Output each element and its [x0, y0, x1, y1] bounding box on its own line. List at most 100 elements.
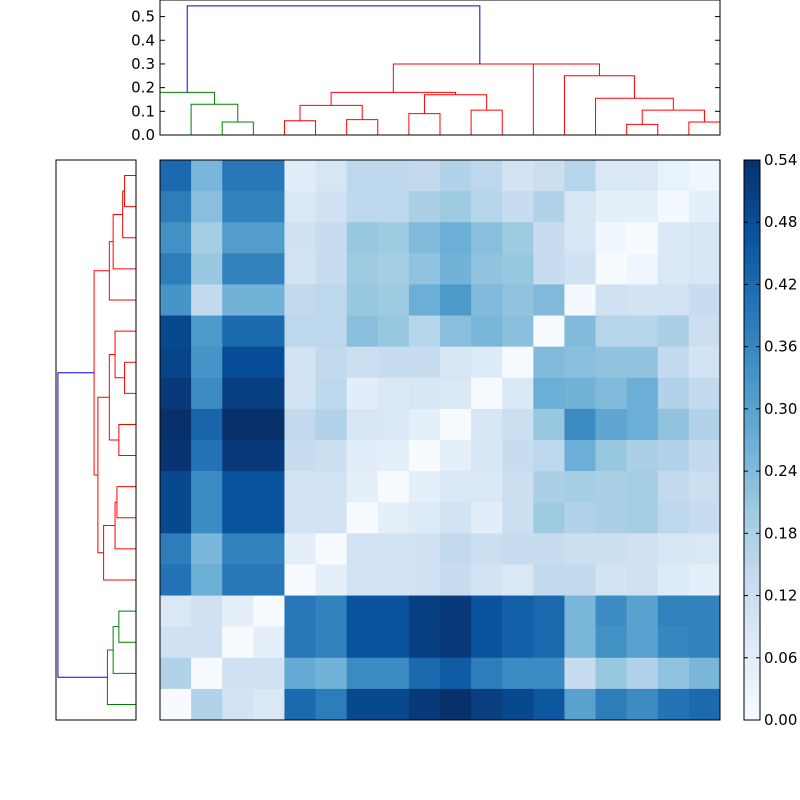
- colorbar-tick-label: 0.54: [764, 151, 797, 169]
- colorbar-segment: [744, 171, 760, 175]
- heatmap-cell: [626, 564, 659, 597]
- heatmap-cell: [502, 253, 534, 285]
- colorbar-segment: [744, 596, 760, 601]
- colorbar-segment: [744, 423, 760, 427]
- heatmap-cell: [657, 191, 690, 223]
- colorbar-segment: [744, 235, 760, 239]
- heatmap-cell: [222, 191, 254, 223]
- heatmap-cell: [657, 626, 690, 659]
- colorbar-segment: [744, 700, 760, 704]
- colorbar-segment: [744, 286, 760, 290]
- heatmap-cell: [222, 346, 254, 379]
- heatmap-cell: [222, 377, 254, 410]
- colorbar-segment: [744, 314, 760, 318]
- heatmap-cell: [657, 595, 690, 628]
- heatmap-cell: [502, 626, 534, 659]
- colorbar-segment: [744, 482, 760, 486]
- heatmap-cell: [626, 626, 659, 659]
- heatmap-cell: [284, 688, 317, 721]
- heatmap-cell: [533, 533, 565, 565]
- heatmap-cell: [315, 595, 348, 628]
- heatmap-cell: [253, 471, 285, 503]
- heatmap-cell: [315, 657, 348, 690]
- colorbar-segment: [744, 353, 760, 357]
- heatmap-cell: [440, 533, 472, 565]
- colorbar-segment: [744, 680, 760, 685]
- colorbar-segment: [744, 162, 760, 167]
- heatmap-cell: [502, 502, 534, 534]
- top-dendrogram-ytick-label: 0.2: [131, 79, 155, 97]
- heatmap-cell: [377, 408, 410, 441]
- heatmap-cell: [222, 440, 254, 472]
- heatmap-cell: [502, 315, 534, 348]
- heatmap-cell: [284, 408, 317, 441]
- heatmap-cell: [377, 191, 410, 223]
- heatmap-cell: [595, 657, 628, 690]
- heatmap-cell: [688, 160, 721, 192]
- colorbar-segment: [744, 568, 760, 573]
- heatmap-cell: [626, 191, 659, 223]
- colorbar-segment: [744, 599, 760, 603]
- heatmap-cell: [626, 253, 659, 285]
- heatmap-cell: [160, 408, 192, 441]
- heatmap-cell: [253, 657, 285, 690]
- heatmap-cell: [346, 284, 379, 317]
- colorbar-segment: [744, 661, 760, 665]
- heatmap-cell: [377, 688, 410, 721]
- colorbar-segment: [744, 342, 760, 346]
- colorbar-segment: [744, 529, 760, 533]
- heatmap-cell: [377, 222, 410, 254]
- heatmap-cell: [346, 160, 379, 192]
- heatmap-cell: [377, 502, 410, 534]
- colorbar-segment: [744, 664, 760, 668]
- colorbar-segment: [744, 255, 760, 259]
- heatmap-cell: [533, 284, 565, 317]
- heatmap-cell: [626, 284, 659, 317]
- colorbar-segment: [744, 526, 760, 531]
- left-dendrogram-frame: [55, 159, 137, 721]
- heatmap-cell: [222, 626, 254, 659]
- colorbar-segment: [744, 647, 760, 651]
- top-dendrogram-ytick-label: 0.1: [131, 102, 155, 120]
- heatmap-cell: [160, 377, 192, 410]
- colorbar-segment: [744, 552, 760, 556]
- colorbar-segment: [744, 624, 760, 629]
- colorbar-segment: [744, 512, 760, 517]
- heatmap-cell: [346, 440, 379, 472]
- colorbar-segment: [744, 403, 760, 407]
- heatmap-cell: [377, 440, 410, 472]
- heatmap-cell: [284, 253, 317, 285]
- heatmap-cell: [595, 408, 628, 441]
- heatmap-cell: [502, 688, 534, 721]
- heatmap-cell: [533, 502, 565, 534]
- heatmap-cell: [595, 564, 628, 597]
- heatmap-cell: [160, 502, 192, 534]
- heatmap-cell: [502, 346, 534, 379]
- heatmap-cell: [315, 315, 348, 348]
- heatmap-cell: [595, 688, 628, 721]
- colorbar-segment: [744, 381, 760, 385]
- heatmap-cell: [440, 657, 472, 690]
- colorbar-segment: [744, 524, 760, 528]
- heatmap-cell: [502, 440, 534, 472]
- colorbar-tick-label: 0.36: [764, 338, 797, 356]
- colorbar-segment: [744, 319, 760, 323]
- colorbar-segment: [744, 221, 760, 225]
- heatmap-cell: [657, 408, 690, 441]
- heatmap-cell: [160, 346, 192, 379]
- heatmap-cell: [346, 626, 379, 659]
- heatmap-cell: [533, 160, 565, 192]
- heatmap-cell: [315, 471, 348, 503]
- heatmap-cell: [315, 191, 348, 223]
- heatmap-cell: [315, 408, 348, 441]
- heatmap-cell: [346, 377, 379, 410]
- heatmap-cell: [284, 657, 317, 690]
- colorbar-segment: [744, 431, 760, 435]
- heatmap-cell: [471, 564, 503, 597]
- heatmap-cell: [315, 346, 348, 379]
- left-dendrogram-link: [112, 213, 136, 270]
- heatmap-cell: [471, 346, 503, 379]
- heatmap-cell: [408, 688, 441, 721]
- heatmap-cell: [688, 502, 721, 534]
- colorbar-segment: [744, 176, 760, 181]
